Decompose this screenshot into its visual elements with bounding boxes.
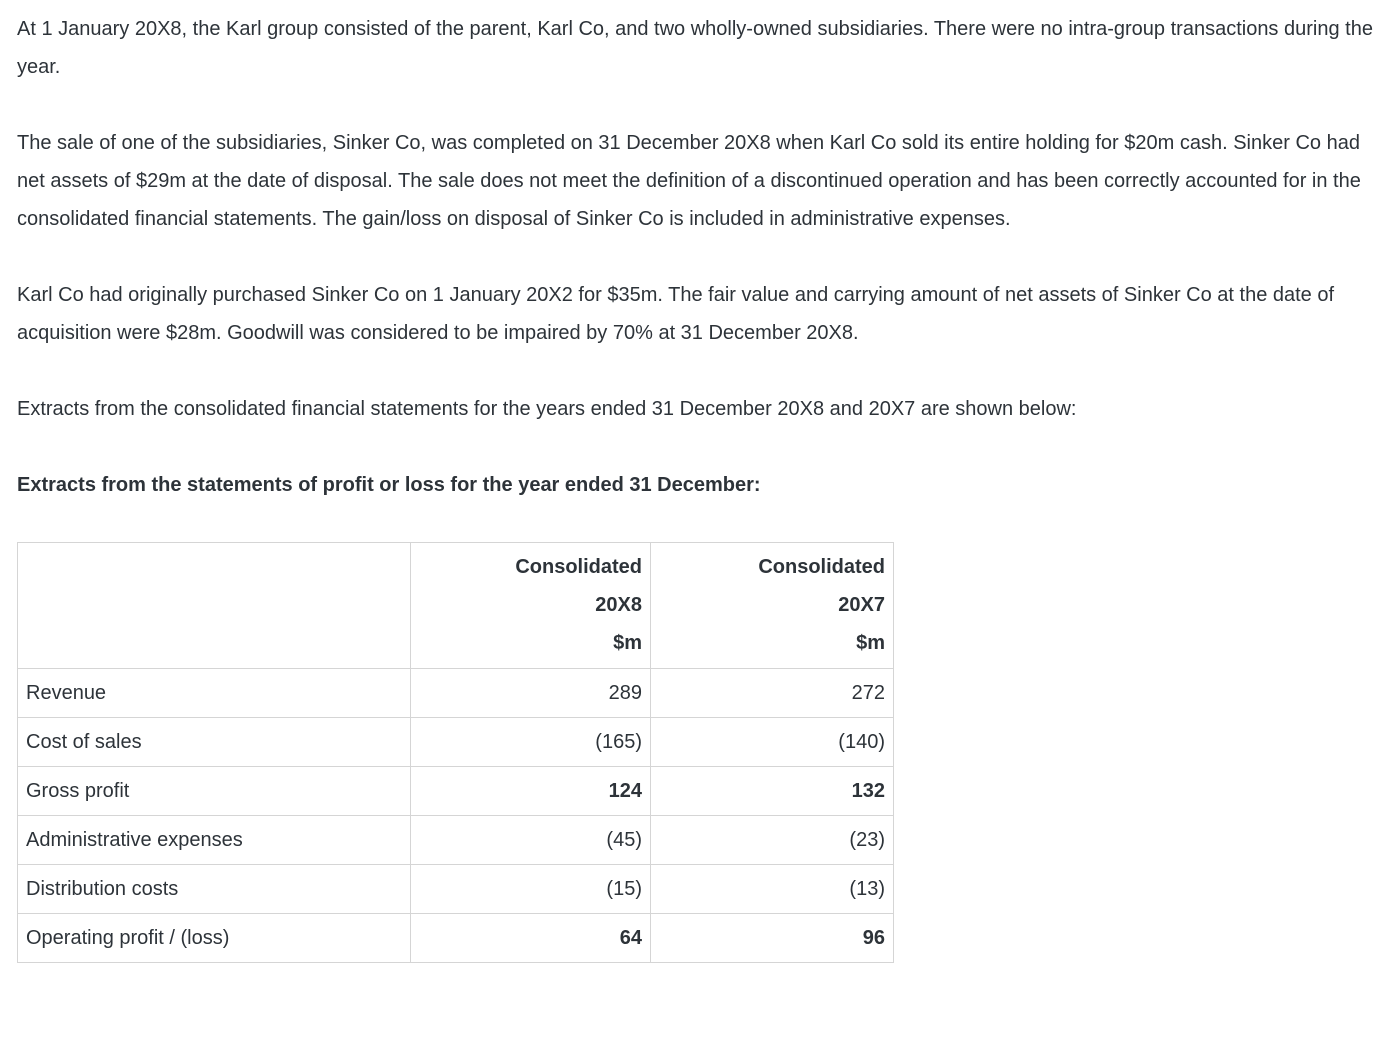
table-row-distribution-costs: Distribution costs (15) (13) bbox=[17, 864, 894, 914]
paragraph-group-structure: At 1 January 20X8, the Karl group consis… bbox=[17, 18, 1373, 78]
row-label: Cost of sales bbox=[17, 717, 411, 767]
table-row-operating-profit: Operating profit / (loss) 64 96 bbox=[17, 913, 894, 963]
header-line-units: $m bbox=[856, 632, 885, 654]
paragraph-sinker-disposal: The sale of one of the subsidiaries, Sin… bbox=[17, 132, 1361, 230]
profit-or-loss-extracts-table: Consolidated 20X8 $m Consolidated 20X7 $… bbox=[17, 542, 894, 963]
value-20x8: 289 bbox=[410, 668, 651, 718]
row-label: Revenue bbox=[17, 668, 411, 718]
header-line-consolidated: Consolidated bbox=[515, 556, 642, 578]
table-header-consolidated-20x8: Consolidated 20X8 $m bbox=[410, 542, 651, 669]
value-20x7: 96 bbox=[650, 913, 894, 963]
header-line-year: 20X8 bbox=[595, 594, 642, 616]
value-20x7: 132 bbox=[650, 766, 894, 816]
question-scenario-content: At 1 January 20X8, the Karl group consis… bbox=[17, 18, 1373, 963]
header-line-year: 20X7 bbox=[838, 594, 885, 616]
value-20x7: (13) bbox=[650, 864, 894, 914]
paragraph-extracts-intro: Extracts from the consolidated financial… bbox=[17, 398, 1077, 420]
value-20x8: (15) bbox=[410, 864, 651, 914]
value-20x8: (165) bbox=[410, 717, 651, 767]
section-heading-pl-extracts: Extracts from the statements of profit o… bbox=[17, 474, 761, 496]
value-20x7: (140) bbox=[650, 717, 894, 767]
table-header-row: Consolidated 20X8 $m Consolidated 20X7 $… bbox=[17, 542, 894, 669]
row-label: Gross profit bbox=[17, 766, 411, 816]
value-20x7: 272 bbox=[650, 668, 894, 718]
value-20x8: (45) bbox=[410, 815, 651, 865]
header-line-units: $m bbox=[613, 632, 642, 654]
table-row-revenue: Revenue 289 272 bbox=[17, 668, 894, 718]
value-20x8: 124 bbox=[410, 766, 651, 816]
row-label: Administrative expenses bbox=[17, 815, 411, 865]
value-20x7: (23) bbox=[650, 815, 894, 865]
row-label: Distribution costs bbox=[17, 864, 411, 914]
table-header-blank-cell bbox=[17, 542, 411, 669]
table-row-gross-profit: Gross profit 124 132 bbox=[17, 766, 894, 816]
table-row-cost-of-sales: Cost of sales (165) (140) bbox=[17, 717, 894, 767]
header-line-consolidated: Consolidated bbox=[758, 556, 885, 578]
table-row-administrative-expenses: Administrative expenses (45) (23) bbox=[17, 815, 894, 865]
table-header-consolidated-20x7: Consolidated 20X7 $m bbox=[650, 542, 894, 669]
row-label: Operating profit / (loss) bbox=[17, 913, 411, 963]
value-20x8: 64 bbox=[410, 913, 651, 963]
paragraph-sinker-acquisition: Karl Co had originally purchased Sinker … bbox=[17, 284, 1335, 344]
